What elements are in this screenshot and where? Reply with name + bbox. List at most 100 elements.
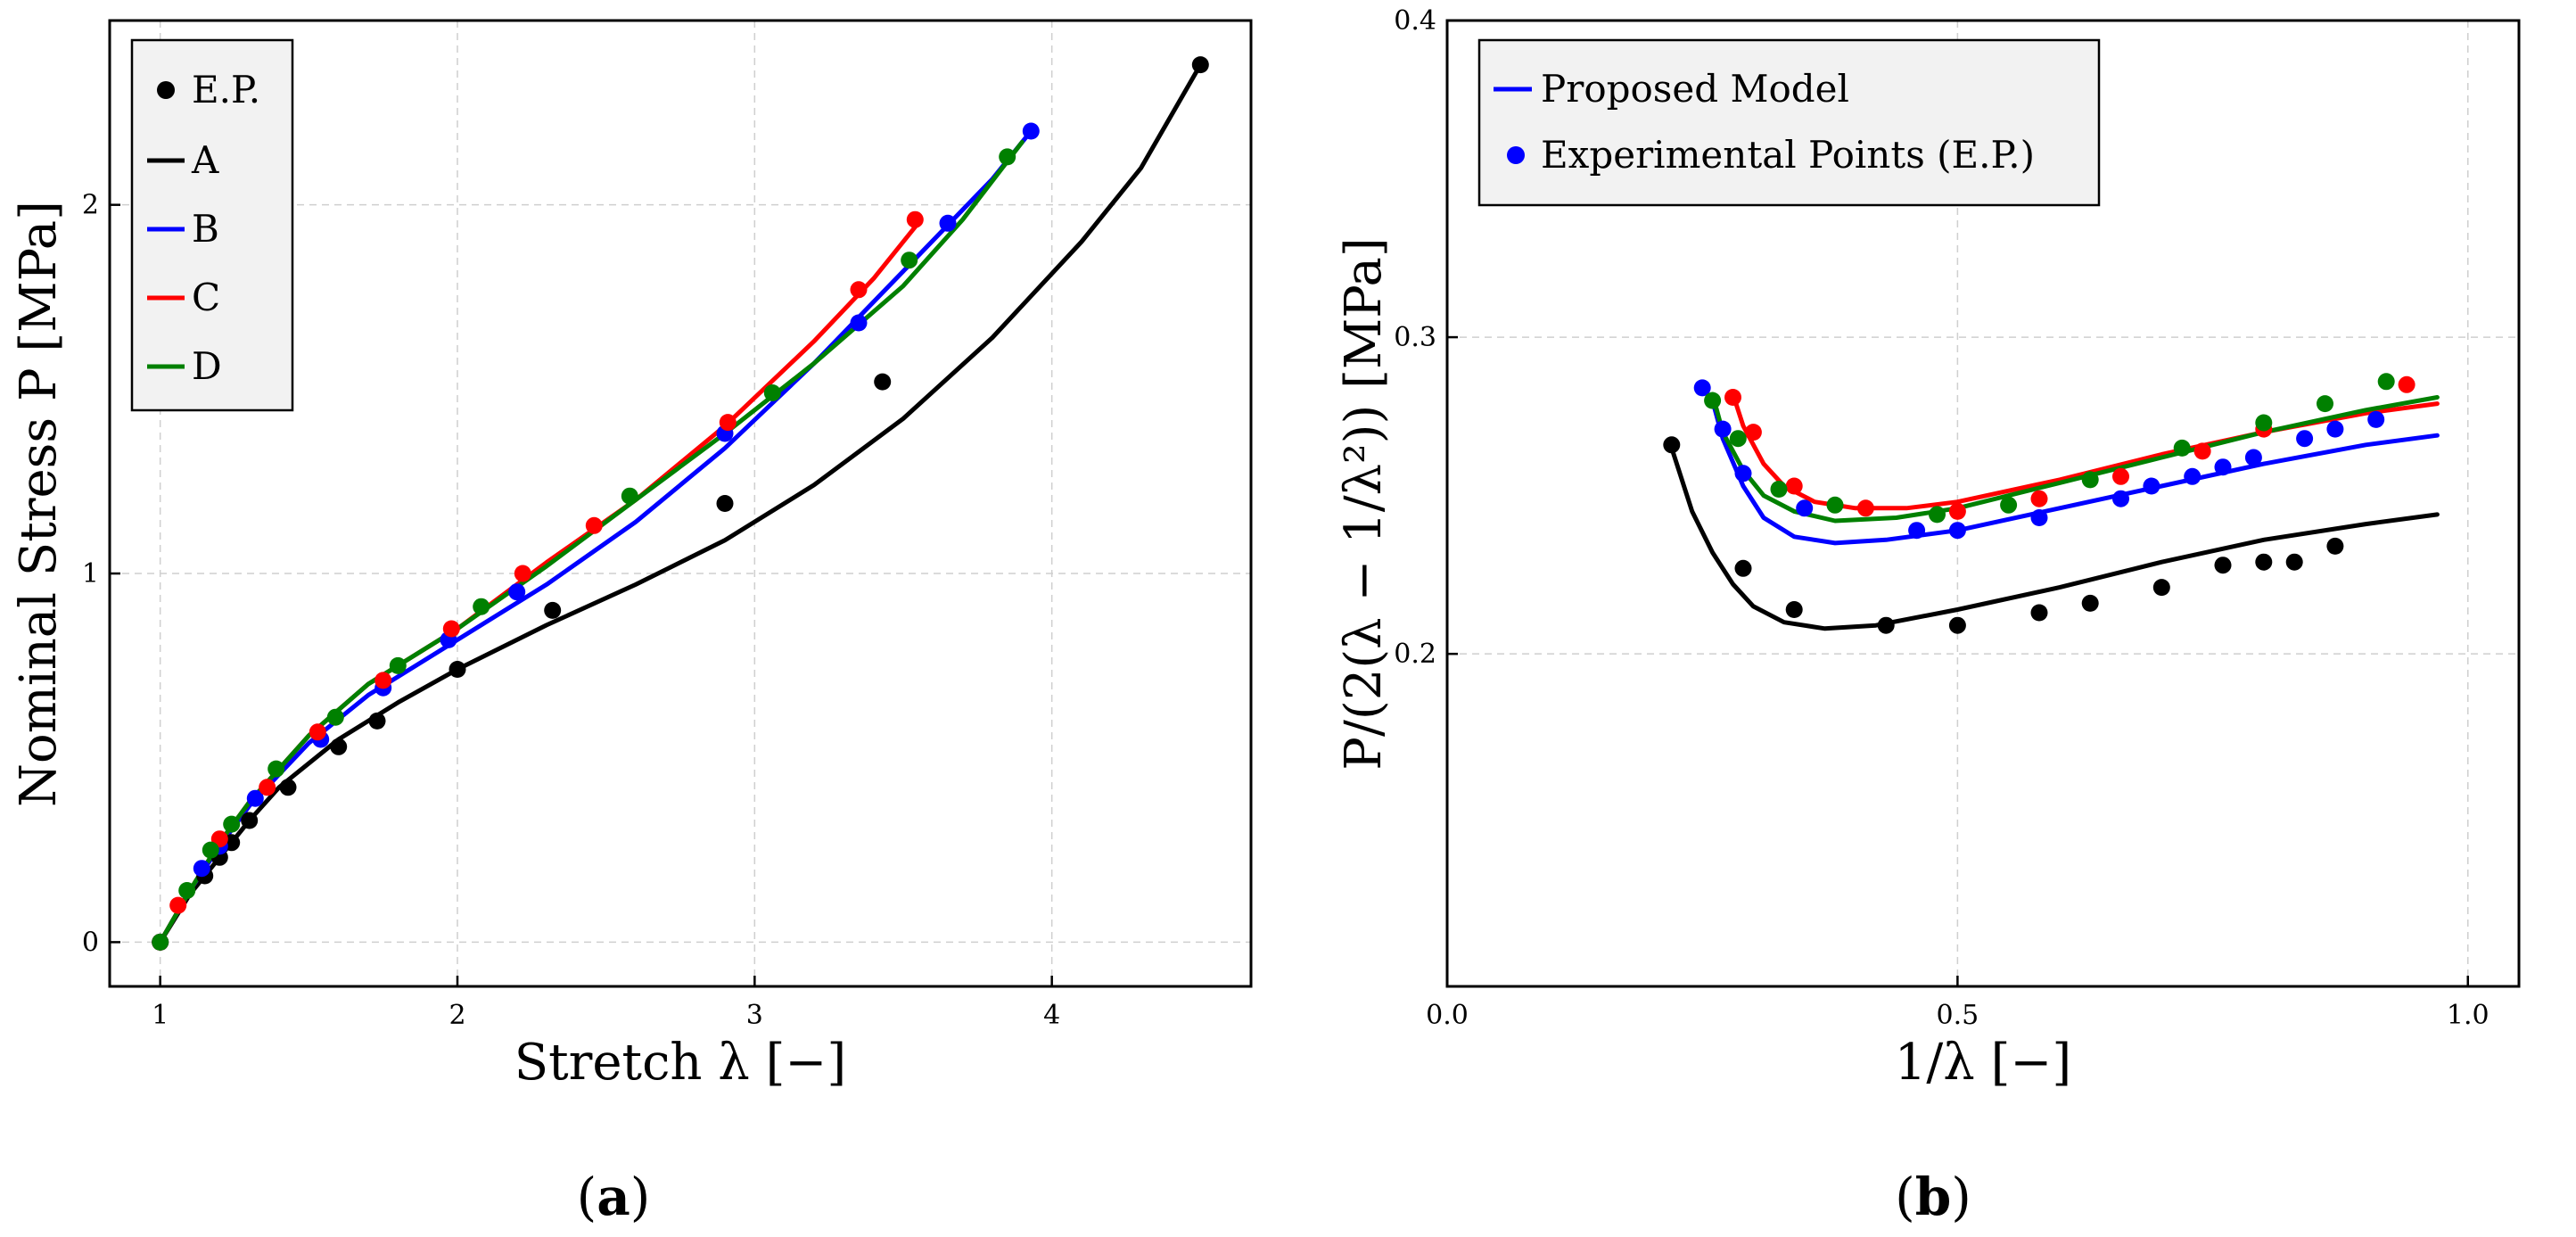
panel-b-point-b xyxy=(2367,410,2385,428)
panel-b-x-tick-label: 0.5 xyxy=(1937,1000,1979,1031)
legend-label-proposed-model: Proposed Model xyxy=(1541,67,1849,111)
legend-label-a: A xyxy=(191,138,219,182)
panel-a-point-b xyxy=(939,214,957,232)
panel-a: 1 2 3 4 0 1 2 E.P. A B C D Stretch λ [−] Nomi… xyxy=(10,19,1253,1227)
panel-b-point-c xyxy=(1785,477,1803,495)
panel-b-point-d xyxy=(1729,430,1747,448)
panel-a-point-d xyxy=(621,487,638,505)
panel-b-point-d xyxy=(1929,506,1946,524)
panel-b-y-tick-label: 0.2 xyxy=(1394,639,1436,670)
panel-a-y-ticks: 0 1 2 xyxy=(82,190,120,958)
panel-a-point-b xyxy=(246,789,264,807)
panel-b-point-d xyxy=(2000,496,2018,514)
panel-b-point-d xyxy=(2173,439,2191,457)
panel-b-point-c xyxy=(1856,499,1874,517)
panel-a-y-tick-label: 1 xyxy=(82,558,99,590)
panel-a-legend: E.P. A B C D xyxy=(130,38,294,412)
panel-b-points xyxy=(1663,373,2416,634)
panel-a-point-a xyxy=(241,812,259,829)
panel-a-point-d xyxy=(763,384,781,401)
panel-b-border xyxy=(1445,19,2521,988)
panel-b-x-ticks: 0.0 0.5 1.0 xyxy=(1426,976,2490,1031)
panel-a-y-tick-label: 2 xyxy=(82,190,99,221)
panel-a-point-a xyxy=(716,495,734,512)
panel-b-point-c xyxy=(2030,490,2048,507)
panel-b-point-b xyxy=(1948,522,1966,540)
panel-b-caption-close: ) xyxy=(1951,1167,1971,1227)
panel-a-border xyxy=(108,19,1253,988)
panel-a-point-d xyxy=(326,708,344,726)
panel-a-point-b xyxy=(508,583,526,601)
panel-b-point-b xyxy=(2030,509,2048,526)
panel-b-point-d xyxy=(1770,481,1788,498)
panel-a-point-d xyxy=(389,656,407,674)
panel-a-point-c xyxy=(719,414,737,432)
panel-a-point-a xyxy=(330,738,348,755)
panel-b-point-c xyxy=(1744,424,1762,441)
panel-a-caption-open: ( xyxy=(577,1167,597,1227)
panel-a-point-b xyxy=(850,314,868,332)
panel-a-point-d xyxy=(267,760,285,778)
panel-b-point-a xyxy=(1948,616,1966,634)
panel-b-point-a xyxy=(2152,579,2170,597)
panel-b-point-c xyxy=(2112,467,2129,485)
panel-b-point-b xyxy=(2296,430,2314,448)
panel-b-point-a xyxy=(1734,559,1752,577)
panel-a-point-d xyxy=(152,933,169,951)
panel-a-points xyxy=(152,56,1209,951)
panel-a-x-ticks: 1 2 3 4 xyxy=(152,976,1060,1031)
panel-a-point-a xyxy=(1191,56,1209,74)
panel-b-point-b xyxy=(2214,458,2232,476)
panel-a-point-a xyxy=(279,779,297,796)
panel-b-point-c xyxy=(2193,442,2211,460)
panel-a-x-tick-label: 1 xyxy=(152,1000,169,1031)
legend-label-b: B xyxy=(192,207,219,251)
panel-a-point-a xyxy=(874,373,892,391)
panel-a-x-tick-label: 3 xyxy=(746,1000,763,1031)
panel-b-point-a xyxy=(2030,604,2048,622)
panel-a-point-d xyxy=(223,815,241,833)
panel-a-caption: (a) xyxy=(577,1167,651,1227)
panel-b-point-b xyxy=(2143,477,2160,495)
panel-b-point-a xyxy=(2326,537,2344,555)
panel-a-grid xyxy=(110,21,1251,986)
panel-a-point-c xyxy=(309,723,326,741)
panel-b-point-c xyxy=(1948,502,1966,520)
panel-b-point-d xyxy=(1826,496,1844,514)
panel-b: 0.0 0.5 1.0 0.2 0.3 0.4 Proposed Model Exper… xyxy=(1335,5,2521,1227)
panel-b-point-b xyxy=(1734,465,1752,482)
panel-a-point-c xyxy=(169,896,187,914)
panel-b-point-a xyxy=(1877,616,1895,634)
panel-b-point-c xyxy=(2398,375,2416,393)
panel-a-point-c xyxy=(442,620,460,638)
panel-a-point-d xyxy=(178,882,196,899)
legend-label-c: C xyxy=(192,276,220,319)
panel-a-point-b xyxy=(1022,122,1040,140)
panel-b-point-b xyxy=(2112,490,2129,507)
panel-a-curve-a xyxy=(158,62,1203,944)
panel-a-point-a xyxy=(449,661,466,678)
panel-a-point-d xyxy=(999,148,1016,166)
panel-b-x-tick-label: 0.0 xyxy=(1426,1000,1469,1031)
panel-a-point-a xyxy=(544,601,562,619)
panel-b-legend: Proposed Model Experimental Points (E.P.… xyxy=(1477,38,2101,207)
panel-b-y-tick-label: 0.3 xyxy=(1394,322,1436,353)
panel-a-point-d xyxy=(473,598,490,615)
panel-a-point-a xyxy=(368,712,386,730)
panel-b-y-ticks: 0.2 0.3 0.4 xyxy=(1394,5,1458,670)
panel-a-y-tick-label: 0 xyxy=(82,927,99,958)
panel-b-point-a xyxy=(2285,553,2303,571)
panel-b-point-a xyxy=(2255,553,2273,571)
panel-b-point-d xyxy=(2377,373,2395,391)
legend-marker-experimental-points xyxy=(1507,146,1525,164)
panel-b-curve-b xyxy=(1710,398,2440,546)
panel-b-curve-a xyxy=(1669,445,2440,631)
panel-b-point-b xyxy=(1693,379,1711,397)
panel-a-point-c xyxy=(514,565,531,582)
panel-a-plot-frame xyxy=(110,21,1251,986)
panel-b-point-b xyxy=(1908,522,1926,540)
panel-b-point-a xyxy=(1785,601,1803,618)
panel-a-y-axis-label: Nominal Stress P [MPa] xyxy=(10,201,68,807)
panel-b-point-a xyxy=(2214,557,2232,574)
